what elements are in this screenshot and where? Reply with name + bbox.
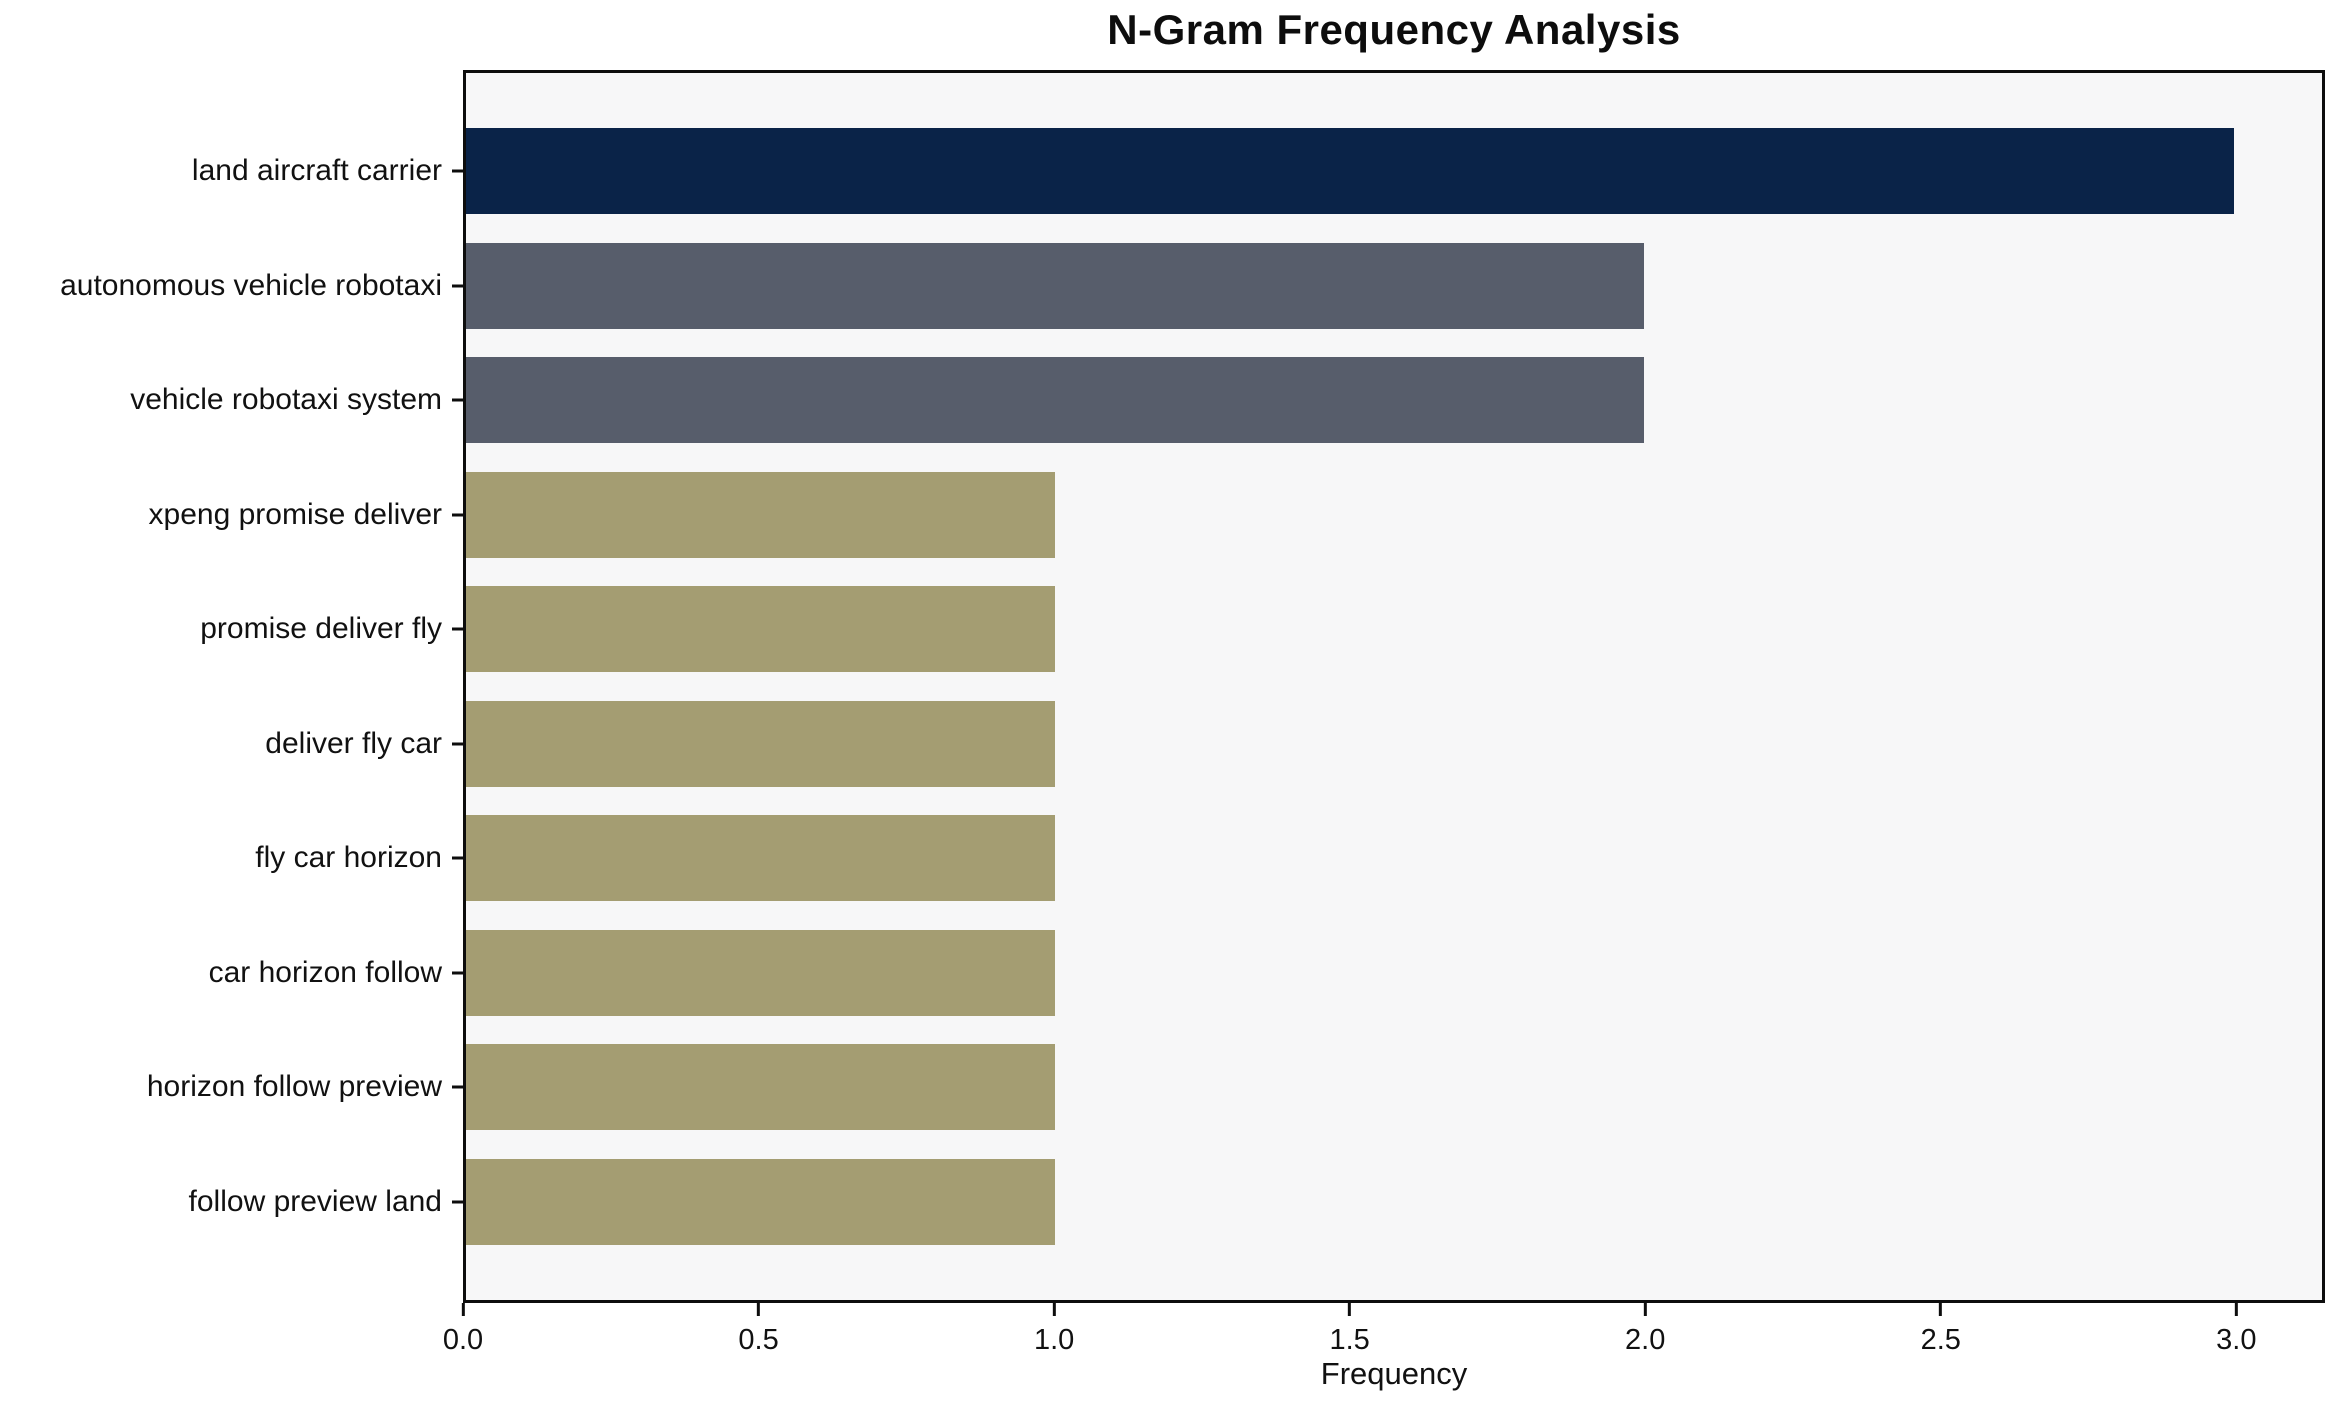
bar — [466, 815, 1056, 902]
x-axis-title: Frequency — [1320, 1356, 1468, 1391]
x-tick: 0.5 — [738, 1303, 779, 1357]
bar — [466, 357, 1645, 444]
x-tick: 3.0 — [2216, 1303, 2256, 1357]
x-tick-mark — [1939, 1303, 1943, 1316]
y-tick-label: horizon follow preview — [146, 1070, 442, 1104]
bar-row: follow preview land — [189, 1145, 2322, 1260]
x-tick-mark — [757, 1303, 761, 1316]
chart-title: N-Gram Frequency Analysis — [1107, 6, 1681, 53]
bar-row: fly car horizon — [255, 801, 2322, 916]
x-tick-label: 1.5 — [1329, 1324, 1370, 1356]
y-tick-label: vehicle robotaxi system — [130, 383, 442, 417]
x-tick: 2.0 — [1625, 1303, 1665, 1357]
x-tick-mark — [2234, 1303, 2238, 1316]
y-tick-label: follow preview land — [188, 1184, 442, 1218]
y-tick-mark — [452, 742, 465, 746]
bar — [466, 929, 1056, 1016]
y-tick-mark — [452, 169, 465, 173]
bar — [466, 1044, 1056, 1131]
y-tick-label: deliver fly car — [265, 726, 442, 760]
bar — [466, 586, 1056, 673]
x-tick-label: 3.0 — [2216, 1324, 2257, 1356]
y-tick-mark — [452, 856, 465, 860]
x-tick-label: 2.0 — [1625, 1324, 1666, 1356]
y-tick-label: fly car horizon — [255, 841, 442, 875]
bar-row: promise deliver fly — [200, 572, 2322, 687]
x-tick-mark — [1052, 1303, 1056, 1316]
x-tick-label: 1.0 — [1033, 1324, 1075, 1356]
x-axis: 0.0 0.5 1.0 1.5 2.0 2.5 3.0 — [443, 1303, 2325, 1373]
x-tick: 0.0 — [443, 1303, 483, 1357]
bar-row: deliver fly car — [265, 687, 2322, 802]
y-tick-label: autonomous vehicle robotaxi — [60, 268, 442, 302]
x-tick-label: 0.5 — [738, 1324, 779, 1356]
x-tick-mark — [461, 1303, 465, 1316]
y-tick-mark — [452, 1085, 465, 1089]
bar-row: xpeng promise deliver — [149, 458, 2322, 573]
y-tick-mark — [452, 284, 465, 288]
bar — [466, 471, 1056, 558]
plot-area: land aircraft carrier autonomous vehicle … — [60, 70, 2325, 1303]
y-tick-mark — [452, 1200, 465, 1204]
y-tick-mark — [452, 971, 465, 975]
x-tick-mark — [1643, 1303, 1647, 1316]
y-tick-label: promise deliver fly — [200, 612, 442, 646]
y-tick-mark — [452, 627, 465, 631]
y-tick-label: xpeng promise deliver — [148, 497, 442, 531]
bar — [466, 700, 1056, 787]
bar — [466, 242, 1645, 329]
bar — [466, 128, 2234, 215]
bar-row: autonomous vehicle robotaxi — [60, 229, 2322, 344]
bar-rows: land aircraft carrier autonomous vehicle … — [60, 73, 2322, 1300]
bar-row: car horizon follow — [209, 916, 2322, 1031]
x-tick-label: 2.5 — [1920, 1324, 1961, 1356]
bar-row: horizon follow preview — [147, 1030, 2322, 1145]
y-tick-mark — [452, 513, 465, 517]
bar — [466, 1158, 1056, 1245]
y-tick-label: land aircraft carrier — [191, 154, 442, 188]
x-tick: 1.0 — [1034, 1303, 1074, 1357]
x-tick: 1.5 — [1329, 1303, 1370, 1357]
x-tick-mark — [1348, 1303, 1352, 1316]
y-tick-mark — [452, 398, 465, 402]
bar-row: land aircraft carrier — [192, 114, 2322, 229]
bar-row: vehicle robotaxi system — [130, 343, 2322, 458]
x-tick: 2.5 — [1921, 1303, 1961, 1357]
y-tick-label: car horizon follow — [208, 955, 442, 989]
x-tick-label: 0.0 — [442, 1324, 484, 1356]
